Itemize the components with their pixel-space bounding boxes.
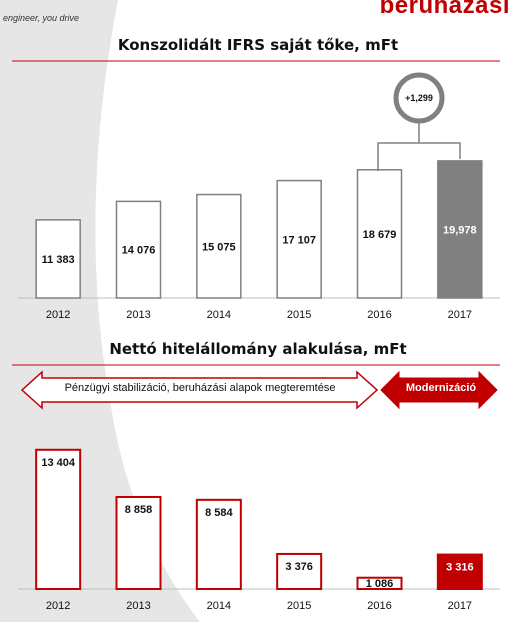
equity-x-tick-2015: 2015 <box>287 309 311 321</box>
equity-chart-title: Konszolidált IFRS saját tőke, mFt <box>117 36 399 54</box>
net-debt-value-label-2015: 3 376 <box>285 561 313 573</box>
equity-value-label-2014: 15 075 <box>202 241 236 253</box>
net-debt-value-label-2017: 3 316 <box>446 562 474 574</box>
stabilization-label: Pénzügyi stabilizáció, beruházási alapok… <box>64 382 336 394</box>
equity-increase-annotation: +1,299 <box>377 72 461 171</box>
net-debt-bar-chart: 13 404 8 858 8 584 3 376 1 086 3 316 2012 2013… <box>18 448 500 612</box>
net-debt-bar-2016 <box>356 576 403 590</box>
net-debt-bar-2012 <box>35 448 82 590</box>
net-debt-x-tick-2017: 2017 <box>448 600 472 612</box>
corner-heading: beruházási <box>379 0 510 19</box>
annotation-label: +1,299 <box>405 93 433 103</box>
net-debt-bar-2014 <box>195 498 242 590</box>
equity-x-tick-2016: 2016 <box>367 309 391 321</box>
net-debt-x-tick-2014: 2014 <box>207 600 231 612</box>
equity-x-tick-2012: 2012 <box>46 309 70 321</box>
net-debt-bar-2013 <box>115 495 162 590</box>
modernization-double-arrow <box>380 370 498 410</box>
equity-value-label-2016: 18 679 <box>363 229 397 241</box>
equity-x-tick-2013: 2013 <box>126 309 150 321</box>
equity-value-label-2013: 14 076 <box>122 245 156 257</box>
net-debt-chart-title: Nettó hitelállomány alakulása, mFt <box>109 340 407 358</box>
equity-bar-2016 <box>356 169 403 299</box>
equity-value-label-2017: 19,978 <box>443 224 477 236</box>
net-debt-value-label-2012: 13 404 <box>41 457 76 469</box>
equity-value-label-2015: 17 107 <box>282 234 316 246</box>
company-tagline: engineer, you drive <box>3 13 80 23</box>
net-debt-x-tick-2015: 2015 <box>287 600 311 612</box>
net-debt-x-tick-2012: 2012 <box>46 600 70 612</box>
net-debt-bar-2015 <box>276 552 323 591</box>
equity-x-tick-2017: 2017 <box>448 309 472 321</box>
annotation-circle <box>393 72 445 124</box>
modernization-label: Modernizáció <box>405 382 477 394</box>
phase-arrows <box>20 370 498 410</box>
net-debt-value-label-2013: 8 858 <box>125 504 153 516</box>
net-debt-x-tick-2016: 2016 <box>367 600 391 612</box>
equity-value-label-2012: 11 383 <box>42 254 75 266</box>
net-debt-bar-2017 <box>436 553 483 591</box>
net-debt-value-label-2014: 8 584 <box>205 507 233 519</box>
equity-bar-2013 <box>115 200 162 299</box>
equity-bar-chart: 11 383 14 076 15 075 17 107 18 679 19,978 +1,… <box>18 72 500 321</box>
equity-x-tick-2014: 2014 <box>207 309 231 321</box>
equity-bar-2014 <box>196 193 242 299</box>
equity-bar-2017 <box>437 160 483 299</box>
equity-bar-2012 <box>35 219 81 299</box>
net-debt-value-label-2016: 1 086 <box>366 578 394 590</box>
equity-bar-2015 <box>276 179 322 299</box>
net-debt-x-tick-2013: 2013 <box>126 600 150 612</box>
stabilization-double-arrow <box>20 370 379 410</box>
